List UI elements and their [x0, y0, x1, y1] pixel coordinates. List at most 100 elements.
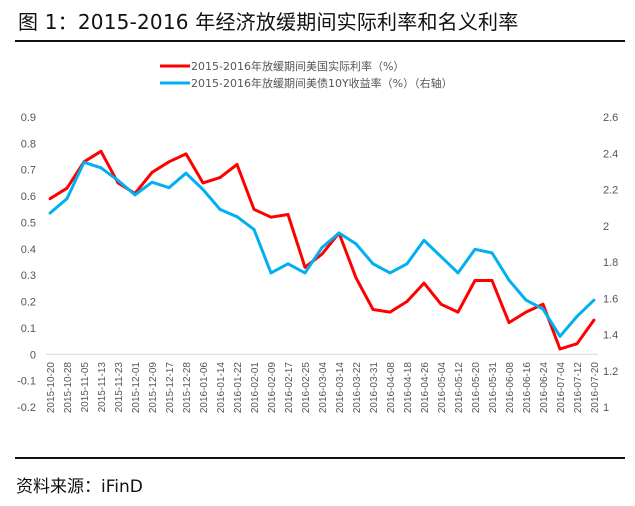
chart-title: 图 1：2015-2016 年经济放缓期间实际利率和名义利率 — [18, 10, 519, 34]
x-tick-label: 2016-01-14 — [216, 362, 227, 414]
x-tick-label: 2016-01-22 — [233, 362, 244, 414]
x-tick-label: 2015-12-28 — [182, 362, 193, 414]
y-right-tick-label: 1.4 — [603, 330, 618, 342]
real-rate-point — [65, 186, 69, 190]
y-left-tick-label: -0.1 — [17, 376, 36, 388]
real-rate-point — [252, 207, 256, 211]
x-tick-label: 2015-10-20 — [46, 362, 57, 414]
x-tick-label: 2016-03-31 — [369, 362, 380, 414]
x-tick-label: 2016-02-09 — [267, 362, 278, 414]
x-tick-label: 2016-01-06 — [199, 362, 210, 414]
real-rate-point — [99, 149, 103, 153]
nominal-yield-line — [49, 160, 596, 338]
real-rate-point — [150, 170, 154, 174]
y-right-tick-label: 2 — [603, 221, 609, 233]
nominal-yield-point — [405, 262, 409, 266]
real-rate-point — [269, 215, 273, 219]
real-rate-point — [354, 276, 358, 280]
real-rate-point — [303, 265, 307, 269]
x-tick-label: 2016-07-04 — [556, 362, 567, 414]
x-tick-label: 2016-06-08 — [505, 362, 516, 414]
nominal-yield-point — [252, 227, 256, 231]
real-rate-point — [524, 310, 528, 314]
real-rate-point — [371, 308, 375, 311]
x-tick-label: 2015-10-28 — [63, 362, 74, 414]
nominal-yield-point — [269, 271, 273, 275]
nominal-yield-point — [150, 180, 154, 184]
source-divider — [15, 457, 625, 459]
y-left-tick-label: 0.7 — [21, 165, 36, 177]
nominal-yield-point — [422, 238, 426, 242]
nominal-yield-point — [456, 271, 460, 275]
real-rate-point — [201, 181, 205, 185]
real-rate-point — [235, 163, 239, 166]
x-tick-label: 2016-03-14 — [335, 362, 346, 414]
real-rate-point — [167, 160, 171, 164]
y-left-tick-label: 0.5 — [21, 217, 36, 229]
legend-label: 2015-2016年放缓期间美债10Y收益率（%）（右轴） — [191, 76, 453, 90]
y-left-tick-label: 0.9 — [21, 112, 36, 124]
nominal-yield-point — [490, 251, 494, 255]
x-tick-label: 2016-07-20 — [590, 362, 601, 414]
y-right-tick-label: 1 — [603, 402, 609, 414]
y-right-tick-label: 2.4 — [603, 148, 618, 160]
real-rate-point — [592, 318, 596, 322]
nominal-yield-point — [371, 262, 375, 266]
nominal-yield-point — [303, 271, 307, 275]
real-rate-point — [320, 252, 324, 256]
x-tick-label: 2016-04-26 — [420, 362, 431, 414]
x-tick-label: 2016-06-24 — [539, 362, 550, 414]
nominal-yield-point — [320, 246, 324, 249]
y-right-tick-label: 1.2 — [603, 366, 618, 378]
real-rate-point — [541, 302, 545, 306]
nominal-yield-point — [99, 166, 103, 170]
y-right-tick-label: 2.6 — [603, 112, 618, 124]
y-left-tick-label: 0.3 — [21, 270, 36, 282]
real-rate-point — [439, 302, 443, 306]
x-tick-label: 2015-11-13 — [97, 362, 108, 413]
real-rate-point — [218, 176, 222, 180]
x-tick-label: 2016-03-22 — [352, 362, 363, 414]
nominal-yield-point — [201, 188, 205, 191]
real-rate-point — [405, 300, 409, 303]
y-left-tick-label: 0.8 — [21, 138, 36, 150]
x-tick-label: 2015-11-23 — [114, 362, 125, 413]
y-left-tick-label: 0.6 — [21, 191, 36, 203]
title-divider — [15, 40, 625, 42]
x-tick-label: 2016-06-16 — [522, 362, 533, 414]
x-tick-label: 2016-02-01 — [250, 362, 261, 414]
real-rate-point — [473, 279, 477, 282]
nominal-yield-point — [473, 247, 477, 251]
real-rate-point — [558, 347, 562, 351]
nominal-yield-point — [592, 298, 596, 302]
legend-label: 2015-2016年放缓期间美国实际利率（%） — [191, 59, 404, 73]
y-left-tick-label: 0 — [30, 349, 36, 361]
real-rate-point — [507, 321, 511, 325]
nominal-yield-point — [184, 171, 188, 175]
x-tick-label: 2016-04-08 — [386, 362, 397, 414]
nominal-yield-point — [337, 231, 341, 235]
y-right-tick-label: 2.2 — [603, 185, 618, 197]
nominal-yield-point — [439, 255, 443, 258]
y-left-tick-label: 0.2 — [21, 297, 36, 309]
x-tick-label: 2016-05-12 — [454, 362, 465, 414]
x-tick-label: 2016-04-18 — [403, 362, 414, 414]
x-tick-label: 2016-03-04 — [318, 362, 329, 414]
x-tick-label: 2016-05-20 — [471, 362, 482, 414]
real-rate-point — [48, 197, 52, 201]
nominal-yield-point — [133, 193, 137, 197]
real-rate-point — [490, 279, 494, 282]
x-tick-label: 2016-02-25 — [301, 362, 312, 414]
x-tick-label: 2015-12-09 — [148, 362, 159, 414]
x-tick-label: 2016-05-04 — [437, 362, 448, 414]
y-right-tick-label: 1.6 — [603, 293, 618, 305]
x-tick-label: 2016-05-31 — [488, 362, 499, 414]
real-rate-point — [575, 342, 579, 346]
real-rate-point — [184, 152, 188, 156]
nominal-yield-point — [354, 242, 358, 246]
real-rate-point — [286, 213, 290, 216]
source-note: 资料来源：iFinD — [16, 477, 143, 497]
nominal-yield-point — [524, 298, 528, 302]
real-rate-point — [456, 310, 460, 314]
